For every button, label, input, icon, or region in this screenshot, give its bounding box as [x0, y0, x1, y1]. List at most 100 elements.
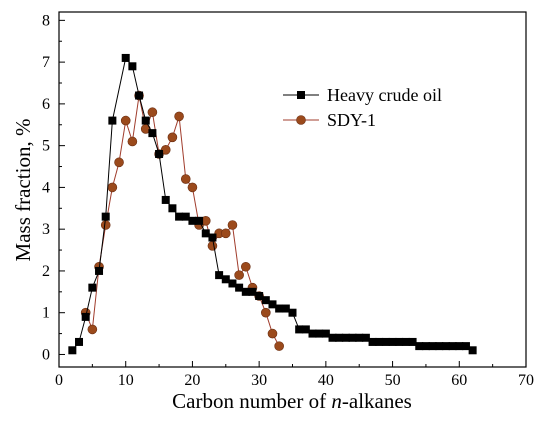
- data-point: [268, 300, 277, 309]
- data-point: [220, 228, 231, 239]
- data-point: [167, 132, 178, 143]
- data-point: [328, 333, 337, 342]
- data-point: [461, 342, 470, 351]
- data-point: [208, 233, 217, 242]
- data-point: [435, 342, 444, 351]
- data-point: [161, 195, 170, 204]
- data-point: [127, 136, 138, 147]
- data-point: [281, 304, 290, 313]
- data-point: [441, 342, 450, 351]
- data-point: [421, 342, 430, 351]
- data-point: [275, 304, 284, 313]
- data-point: [195, 216, 204, 225]
- data-point: [241, 287, 250, 296]
- legend-marker-heavy-crude-oil: [297, 91, 305, 99]
- y-tick-label: 7: [42, 54, 50, 71]
- data-point: [234, 270, 244, 280]
- data-point: [381, 337, 390, 346]
- data-point: [88, 283, 97, 292]
- x-tick-label: 50: [385, 372, 401, 389]
- data-point: [107, 182, 118, 193]
- data-point: [201, 229, 210, 238]
- data-point: [361, 333, 370, 342]
- data-point: [121, 53, 130, 62]
- data-point: [114, 157, 124, 168]
- data-point: [168, 204, 177, 213]
- x-axis-title: Carbon number of n-alkanes: [172, 389, 412, 413]
- data-point: [120, 115, 131, 126]
- data-point: [388, 337, 397, 346]
- x-tick-label: 60: [451, 372, 467, 389]
- data-point: [87, 324, 98, 335]
- data-point: [147, 107, 158, 118]
- data-point: [175, 212, 184, 221]
- legend-label-sdy-1: SDY-1: [327, 110, 376, 130]
- data-point: [101, 212, 110, 221]
- x-tick-label: 30: [251, 372, 267, 389]
- data-point: [428, 342, 437, 351]
- data-point: [128, 62, 137, 71]
- data-point: [335, 333, 344, 342]
- data-point: [261, 307, 271, 318]
- data-point: [227, 220, 238, 230]
- data-point: [341, 333, 350, 342]
- data-point: [267, 328, 278, 339]
- data-point: [141, 116, 150, 125]
- data-point: [181, 212, 190, 221]
- legend: Heavy crude oil SDY-1: [283, 85, 442, 130]
- x-tick-label: 20: [184, 372, 200, 389]
- data-point: [108, 116, 117, 125]
- data-point: [207, 241, 218, 251]
- legend-label-heavy-crude-oil: Heavy crude oil: [327, 85, 442, 105]
- data-point: [100, 220, 111, 230]
- data-point: [355, 333, 364, 342]
- data-point: [308, 329, 317, 338]
- data-point: [295, 325, 304, 334]
- data-point: [415, 342, 424, 351]
- x-tick-label: 40: [318, 372, 334, 389]
- data-point: [368, 337, 377, 346]
- data-point: [188, 216, 197, 225]
- data-point: [261, 296, 270, 305]
- y-tick-label: 5: [42, 138, 50, 155]
- y-tick-label: 0: [42, 346, 50, 363]
- y-tick-label: 1: [42, 305, 50, 322]
- series-heavy-crude-oil: [68, 53, 477, 355]
- series-sdy-1: [80, 90, 284, 351]
- y-tick-label: 4: [42, 179, 50, 196]
- axis-ticks: [58, 19, 527, 367]
- legend-marker-sdy-1: [296, 115, 306, 125]
- data-point: [174, 111, 184, 122]
- data-point: [468, 346, 477, 355]
- axis-tick-labels: 0 10 20 30 40 50 60 70 0 1 2 3 4 5 6 7 8: [42, 12, 534, 389]
- data-point: [235, 283, 244, 292]
- x-tick-label: 10: [118, 372, 134, 389]
- data-point: [160, 145, 171, 155]
- data-point: [95, 266, 104, 275]
- data-point: [81, 312, 90, 321]
- y-tick-label: 2: [42, 263, 50, 280]
- data-point: [155, 150, 164, 158]
- data-point: [348, 333, 357, 342]
- data-point: [180, 174, 191, 184]
- series-layer: [68, 53, 477, 355]
- data-point: [148, 129, 157, 138]
- data-point: [221, 275, 230, 284]
- y-tick-label: 8: [42, 12, 50, 29]
- data-point: [274, 341, 284, 351]
- data-point: [401, 337, 410, 346]
- data-point: [241, 261, 251, 272]
- data-point: [255, 292, 264, 300]
- data-point: [315, 329, 324, 338]
- x-tick-label: 0: [55, 372, 63, 389]
- x-tick-label: 70: [518, 372, 534, 389]
- legend-item-heavy-crude-oil: Heavy crude oil: [283, 85, 442, 105]
- series-line: [85, 95, 280, 347]
- y-axis-title: Mass fraction, %: [11, 119, 35, 262]
- data-point: [395, 337, 404, 346]
- data-point: [68, 346, 77, 355]
- data-point: [375, 337, 384, 346]
- data-point: [301, 325, 310, 334]
- data-point: [288, 308, 297, 317]
